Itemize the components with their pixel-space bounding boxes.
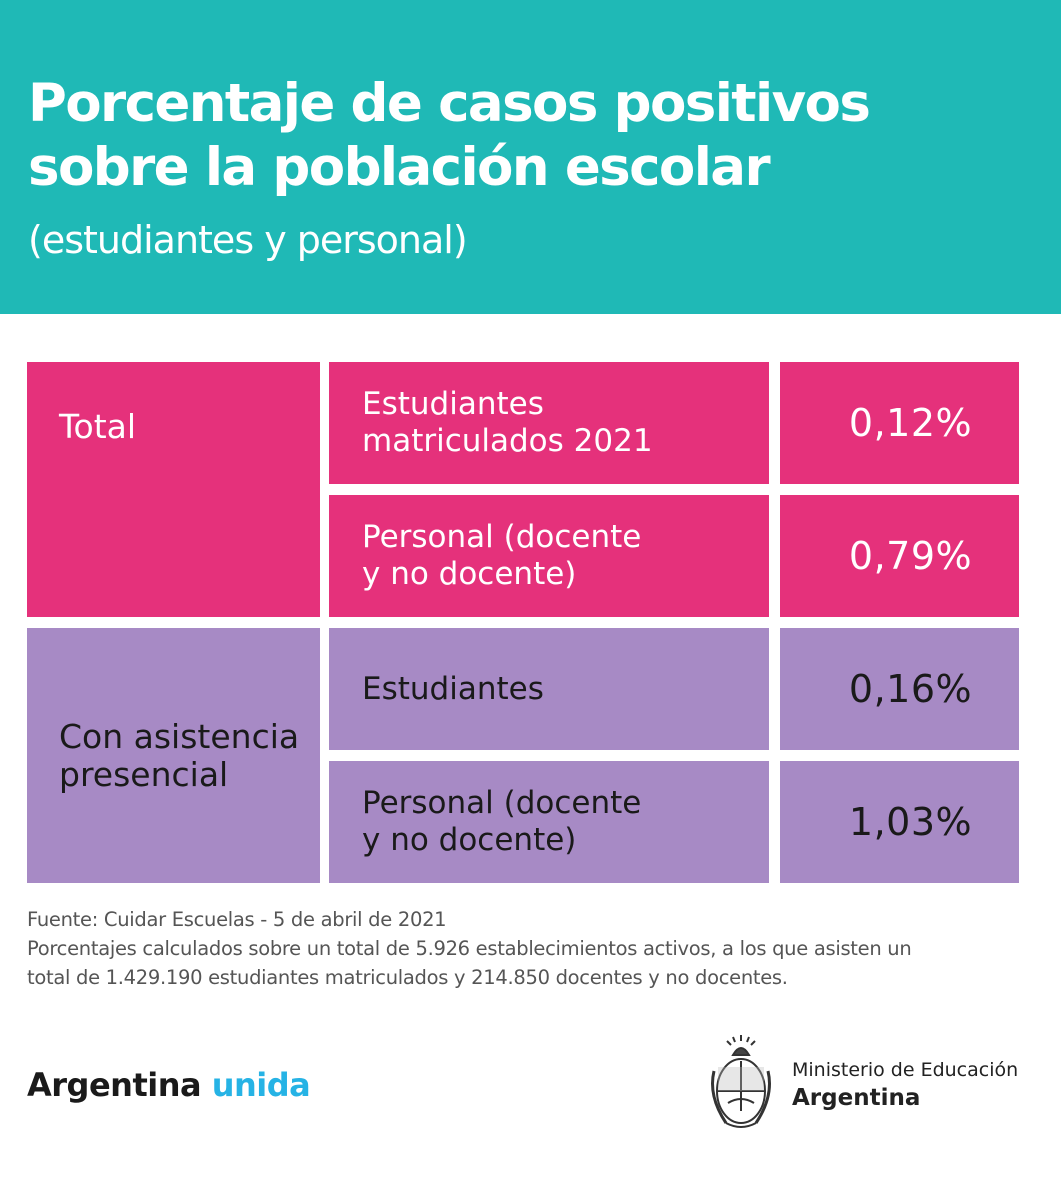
row-label-text: Estudiantes matriculados 2021: [362, 386, 653, 459]
ministry-logo-text: Ministerio de Educación Argentina: [792, 1057, 1018, 1113]
row-label-text: Personal (docente y no docente): [362, 785, 642, 858]
title-line-1: Porcentaje de casos positivos: [28, 73, 871, 134]
value-text: 0,16%: [848, 667, 973, 711]
footnote: Fuente: Cuidar Escuelas - 5 de abril de …: [27, 905, 1052, 992]
row-label-total-estudiantes: Estudiantes matriculados 2021: [329, 362, 769, 484]
ministry-line-1: Ministerio de Educación: [792, 1059, 1019, 1081]
row-label-text: Estudiantes: [362, 670, 544, 707]
footnote-note-line-1: Porcentajes calculados sobre un total de…: [27, 937, 912, 960]
page-title: Porcentaje de casos positivos sobre la p…: [28, 72, 1048, 200]
group-label-total-text: Total: [59, 407, 137, 446]
row-label-presencial-estudiantes: Estudiantes: [329, 628, 769, 750]
value-text: 0,12%: [848, 401, 973, 445]
header-banner: Porcentaje de casos positivos sobre la p…: [0, 0, 1061, 314]
group-label-presencial-text: Con asistencia presencial: [59, 716, 300, 794]
value-text: 1,03%: [848, 800, 973, 844]
title-line-2: sobre la población escolar: [28, 137, 771, 198]
national-coat-of-arms-icon: [711, 1035, 771, 1128]
footnote-source: Fuente: Cuidar Escuelas - 5 de abril de …: [27, 908, 447, 931]
value-text: 0,79%: [848, 534, 973, 578]
page-subtitle: (estudiantes y personal): [28, 218, 468, 262]
value-presencial-personal: 1,03%: [780, 761, 1019, 883]
row-label-text: Personal (docente y no docente): [362, 519, 642, 592]
ministry-line-2: Argentina: [792, 1085, 921, 1111]
brand-word-1: Argentina: [27, 1066, 202, 1104]
brand-word-2: unida: [211, 1066, 311, 1104]
value-total-personal: 0,79%: [780, 495, 1019, 617]
group-label-presencial: Con asistencia presencial: [27, 628, 320, 883]
brand-logo: Argentina unida: [27, 1066, 311, 1104]
row-label-total-personal: Personal (docente y no docente): [329, 495, 769, 617]
value-presencial-estudiantes: 0,16%: [780, 628, 1019, 750]
group-label-total: Total: [27, 362, 320, 617]
value-total-estudiantes: 0,12%: [780, 362, 1019, 484]
row-label-presencial-personal: Personal (docente y no docente): [329, 761, 769, 883]
footnote-note-line-2: total de 1.429.190 estudiantes matricula…: [27, 966, 788, 989]
